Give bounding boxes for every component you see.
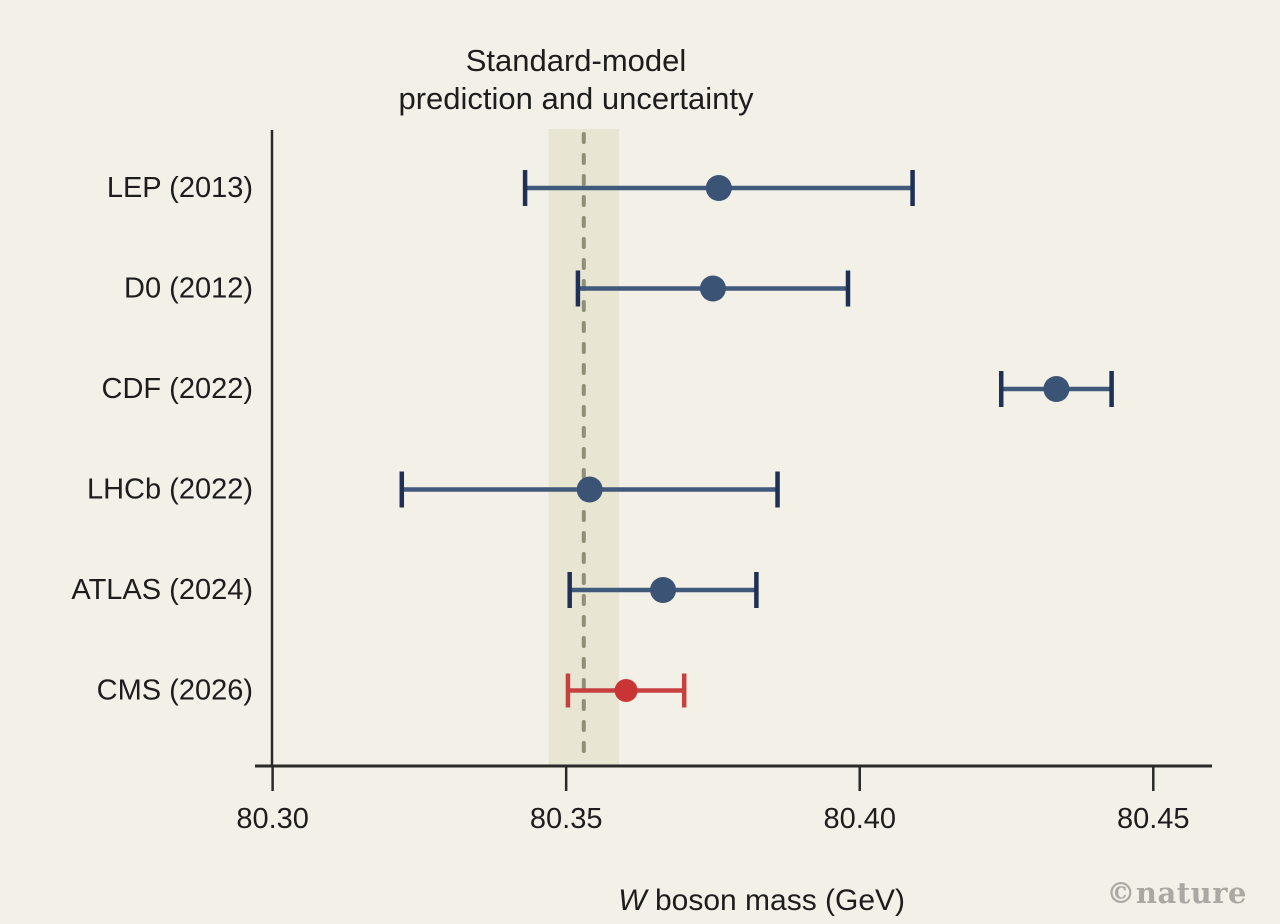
chart-title-line2: prediction and uncertainty — [398, 81, 754, 116]
data-point — [576, 476, 603, 503]
x-axis-label-italic: W — [618, 884, 647, 917]
x-tick-label: 80.30 — [236, 803, 309, 835]
x-axis-label: W boson mass (GeV) — [585, 850, 905, 924]
data-point — [1043, 376, 1070, 402]
category-label: CMS (2026) — [97, 675, 253, 707]
chart-title-line1: Standard-model — [465, 43, 687, 78]
category-label: CDF (2022) — [102, 373, 254, 405]
chart-title: Standard-model prediction and uncertaint… — [398, 42, 753, 118]
data-point — [650, 577, 677, 603]
x-tick-label: 80.35 — [530, 803, 603, 835]
data-point — [614, 679, 638, 702]
category-label: LEP (2013) — [107, 172, 253, 204]
x-tick-label: 80.45 — [1117, 803, 1190, 835]
nature-watermark: ©nature — [1106, 876, 1247, 910]
x-axis-label-rest: boson mass (GeV) — [646, 884, 906, 917]
category-label: LHCb (2022) — [87, 474, 253, 506]
data-point — [705, 175, 732, 201]
category-label: D0 (2012) — [124, 273, 253, 305]
data-point — [699, 275, 726, 302]
category-label: ATLAS (2024) — [71, 574, 253, 606]
x-tick-label: 80.40 — [823, 803, 896, 835]
